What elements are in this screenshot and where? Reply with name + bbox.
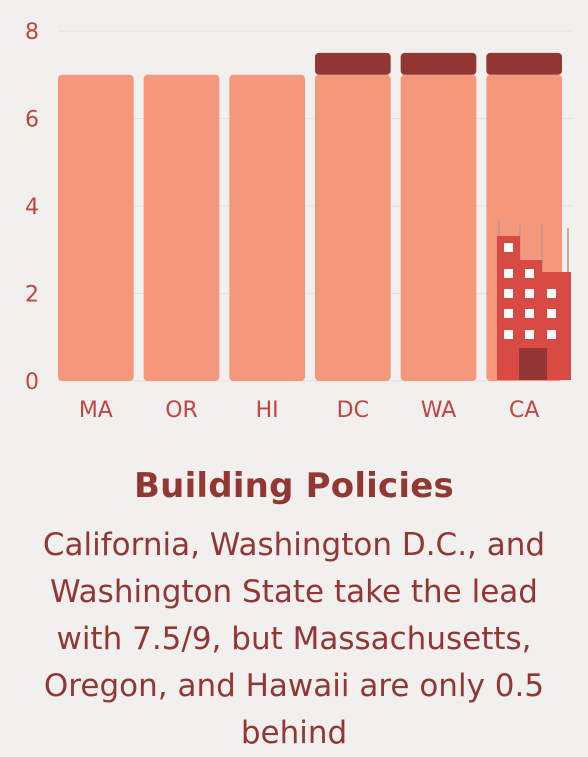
building-window <box>504 309 513 318</box>
x-tick-label: MA <box>79 398 113 423</box>
bar-ma <box>58 74 134 381</box>
building-window <box>547 309 556 318</box>
bar-top-dc <box>315 52 391 75</box>
building-window <box>504 243 513 252</box>
bar-top-ca <box>486 52 562 75</box>
y-tick-label: 6 <box>25 108 39 133</box>
building-window <box>525 269 534 278</box>
bar-top-wa <box>400 52 477 75</box>
bar-chart: 0 2 4 6 8 MA OR HI DC WA CA <box>25 20 572 423</box>
building-window <box>525 309 534 318</box>
building-window <box>504 269 513 278</box>
y-tick-label: 4 <box>25 195 39 220</box>
x-tick-label: OR <box>165 398 198 423</box>
building-door <box>519 348 547 380</box>
x-tick-label: DC <box>337 398 369 423</box>
building-window <box>525 330 534 339</box>
building-window <box>547 289 556 298</box>
y-tick-label: 8 <box>25 20 39 45</box>
y-tick-label: 0 <box>25 370 39 395</box>
x-tick-label: CA <box>509 398 539 423</box>
x-tick-label: WA <box>421 398 457 423</box>
x-tick-label: HI <box>256 398 279 423</box>
y-tick-label: 2 <box>25 283 39 308</box>
chart-title: Building Policies <box>134 466 454 506</box>
building-window <box>504 289 513 298</box>
bar-or <box>143 74 220 381</box>
bar-hi <box>229 74 305 381</box>
building-icon <box>497 236 571 380</box>
building-window <box>525 289 534 298</box>
bar-wa <box>400 74 477 381</box>
chart-description: California, Washington D.C., and Washing… <box>42 527 546 751</box>
bar-dc <box>315 74 391 381</box>
building-window <box>547 330 556 339</box>
building-window <box>504 330 513 339</box>
